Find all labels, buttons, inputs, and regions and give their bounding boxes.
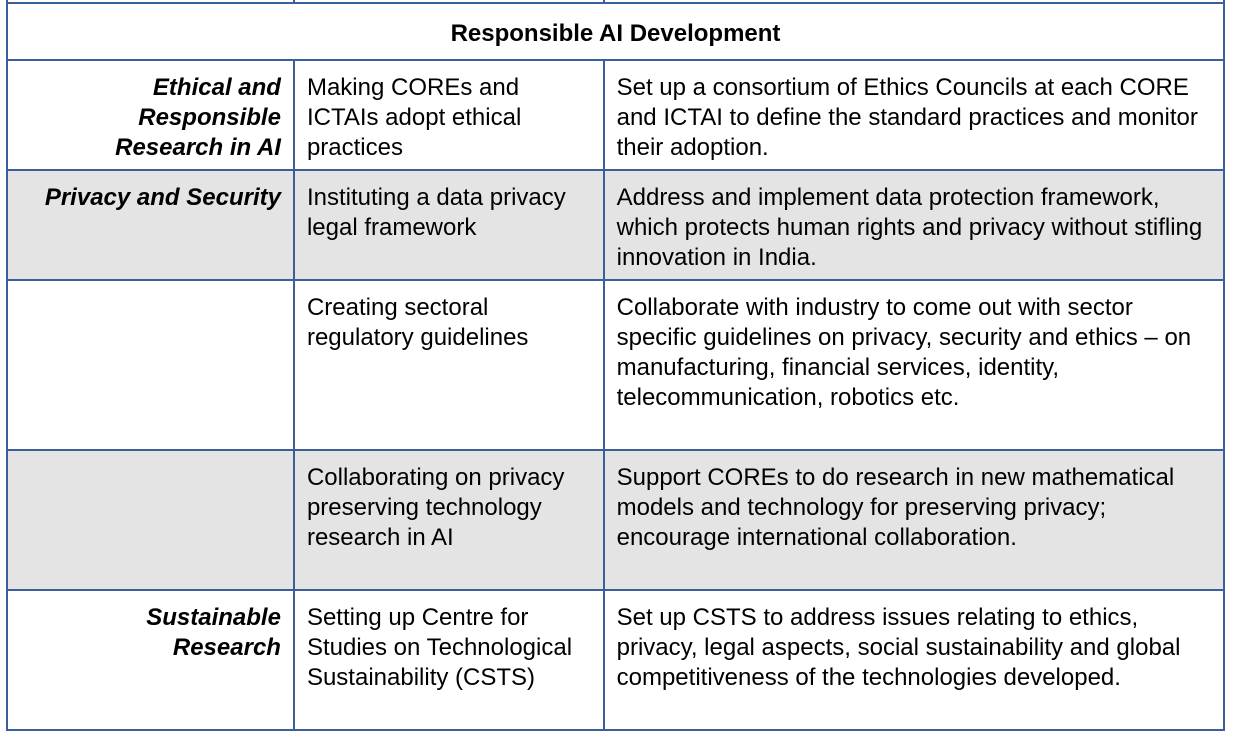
table-row: Collaborating on privacy preserving tech… (6, 449, 1226, 591)
category-cell: Ethical and Responsible Research in AI (6, 59, 295, 171)
action-cell: Address and implement data protection fr… (602, 169, 1226, 281)
category-cell (6, 449, 295, 591)
top-edge-cell (292, 0, 605, 4)
table-row: Ethical and Responsible Research in AI Mak… (6, 59, 1226, 171)
initiative-cell: Setting up Centre for Studies on Technol… (292, 589, 605, 731)
top-edge-cell (602, 0, 1226, 4)
table-top-edge-row (6, 0, 1226, 4)
category-cell: Sustainable Research (6, 589, 295, 731)
top-edge-cell (6, 0, 295, 4)
initiative-cell: Collaborating on privacy preserving tech… (292, 449, 605, 591)
table-row: Creating sectoral regulatory guidelines … (6, 279, 1226, 451)
category-cell (6, 279, 295, 451)
table-row: Sustainable Research Setting up Centre fo… (6, 589, 1226, 731)
section-title: Responsible AI Development (6, 2, 1225, 61)
action-cell: Set up a consortium of Ethics Councils a… (602, 59, 1226, 171)
policy-table: Responsible AI Development Ethical and Re… (6, 0, 1226, 731)
table-row: Privacy and Security Instituting a data … (6, 169, 1226, 281)
action-cell: Support COREs to do research in new math… (602, 449, 1226, 591)
action-cell: Set up CSTS to address issues relating t… (602, 589, 1226, 731)
section-header-row: Responsible AI Development (6, 2, 1225, 61)
action-cell: Collaborate with industry to come out wi… (602, 279, 1226, 451)
initiative-cell: Making COREs and ICTAIs adopt ethical pr… (292, 59, 605, 171)
initiative-cell: Instituting a data privacy legal framewo… (292, 169, 605, 281)
initiative-cell: Creating sectoral regulatory guidelines (292, 279, 605, 451)
category-cell: Privacy and Security (6, 169, 295, 281)
